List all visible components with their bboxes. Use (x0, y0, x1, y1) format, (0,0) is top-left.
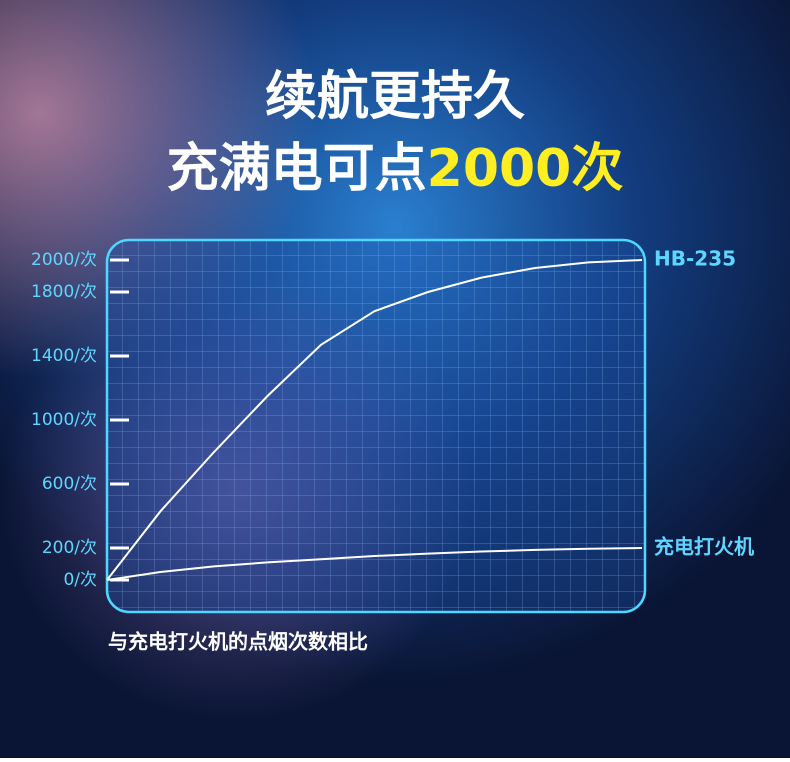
series-label: 充电打火机 (654, 535, 754, 559)
title: 充满电可点 (167, 139, 427, 199)
y-tick-label: 1400/次 (31, 346, 97, 366)
caption: 与充电打火机的点烟次数相比 (108, 630, 368, 654)
title: 续航更持久 (265, 67, 525, 127)
title-highlight: 2000次 (427, 139, 624, 199)
series-line (106, 259, 643, 581)
series-line (106, 547, 643, 581)
y-tick-label: 2000/次 (31, 250, 97, 270)
y-tick-label: 0/次 (63, 570, 97, 590)
title: 充满电可点2000次 (167, 139, 624, 199)
y-tick-label: 200/次 (42, 538, 97, 558)
series-label: HB-235 (654, 247, 736, 271)
y-tick-label: 1000/次 (31, 410, 97, 430)
chart-grid (105, 238, 647, 614)
y-tick-label: 600/次 (42, 474, 97, 494)
y-tick-label: 1800/次 (31, 282, 97, 302)
